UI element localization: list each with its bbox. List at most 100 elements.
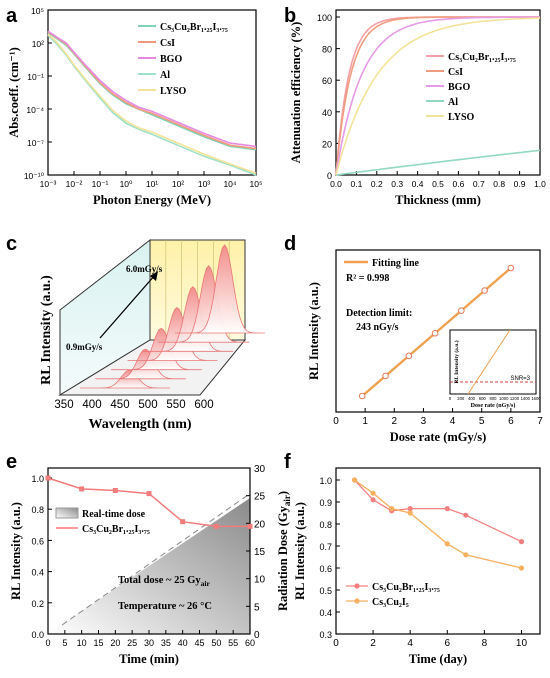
panel-b-x-tick-label: 0.0 [330, 179, 342, 189]
panel-d-inset-x-tick-label: 1600 [531, 396, 541, 401]
panel-f-data-point [389, 506, 395, 512]
panel-e-y-right-label-main: Radiation Dose (Gy [276, 505, 290, 611]
panel-letter-a: a [6, 5, 18, 27]
panel-f-y-tick-label: 0.9 [319, 498, 332, 508]
panel-d-inset-x-tick-label: 200 [457, 396, 465, 401]
panel-f-series-line [354, 479, 522, 569]
panel-d-x-tick-label: 5 [479, 416, 485, 427]
panel-c-x-tick-label: 500 [138, 399, 157, 411]
panel-d-chart: 0 1 2 3 4 5 6 7 Dose rate (mGy/s) RL Intensity (a… [307, 249, 543, 444]
panel-d-inset-x-tick-label: 1200 [510, 396, 520, 401]
panel-c-spectrum [110, 327, 202, 371]
panel-c-spectrum [142, 286, 234, 352]
panel-c-chart: 6.0mGy/s 0.9mGy/s 350 400 450 500 550 600Wavele… [39, 238, 265, 432]
panel-b-y-tick-label: 40 [322, 108, 332, 118]
panel-e-y-right-label: Radiation Dose (Gyair) [276, 491, 292, 611]
panel-a-x-tick-label: 10⁰ [120, 179, 133, 189]
panel-b-y-tick-label: 100 [317, 13, 332, 23]
panel-letter-f: f [284, 451, 291, 473]
panel-letter-d: d [284, 233, 296, 255]
panel-a-legend-label: BGO [160, 54, 182, 65]
panel-a-legend-label: LYSO [160, 86, 187, 97]
panel-a-y-tick-label: 10⁻¹⁰ [24, 171, 45, 181]
panel-e-y-right-tick-label: 10 [254, 575, 266, 586]
panel-f-data-point [463, 512, 469, 518]
panel-letter-b: b [284, 5, 296, 27]
panel-b-x-tick-label: 0.8 [493, 179, 505, 189]
panel-a-series-line [47, 34, 257, 176]
panel-b-y-tick-label: 80 [322, 45, 332, 55]
panel-d-x-tick-label: 1 [362, 416, 368, 427]
panel-f-y-tick-label: 0.3 [319, 630, 332, 640]
panel-f-y-tick-label: 0.5 [319, 586, 332, 596]
panel-b-x-tick-label: 0.1 [350, 179, 362, 189]
panel-e-y-right-tick-label: 5 [254, 602, 260, 613]
panel-e-x-tick-label: 45 [194, 638, 204, 648]
panel-e-y-tick-label: 0.4 [31, 568, 44, 578]
panel-c-y-axis-label: RL Intensity (a.u.) [39, 275, 54, 385]
panel-f-y-tick-label: 0.6 [319, 564, 332, 574]
panel-d-x-tick-label: 4 [450, 416, 456, 427]
panel-f-data-point [444, 541, 450, 547]
panel-b-legend-label: Cs₃Cu₂Br₁.₂₅I₃.₇₅ [448, 52, 516, 63]
panel-e-total-dose-sub: air [201, 579, 211, 588]
panel-d-data-point [358, 392, 366, 400]
panel-c-spectrum [175, 244, 265, 334]
panel-f-legend-label: Cs₃Cu₂I₅ [372, 597, 409, 608]
panel-f-y-tick-label: 0.7 [319, 542, 332, 552]
panel-e-y-right-tick-label: 30 [254, 464, 266, 475]
panel-b-y-tick-label: 0 [327, 171, 332, 181]
panel-letter-c: c [6, 233, 17, 255]
panel-b-legend-label: Al [448, 97, 458, 108]
panel-e-chart: 0 5 10 15 20 25 30 35 40 45 50 55 600.00.20.40.60.81… [9, 464, 292, 666]
panel-d-data-point [458, 307, 465, 314]
panel-d-inset-x-tick-label: 400 [468, 396, 476, 401]
panel-d-x-tick-label: 6 [508, 416, 514, 427]
panel-f-x-axis-label: Time (day) [409, 652, 467, 666]
panel-e-x-tick-label: 35 [161, 638, 171, 648]
panel-d-inset-x-label: Dose rate (nGy/s) [471, 402, 516, 409]
panel-e-y-tick-label: 0.0 [31, 630, 44, 640]
panel-a-x-tick-label: 10¹ [146, 179, 158, 189]
panel-a-x-tick-label: 10² [172, 179, 184, 189]
panel-e-y-right-tick-label: 20 [254, 519, 266, 530]
panel-e-x-axis-label: Time (min) [119, 652, 179, 666]
panel-a-y-tick-label: 10⁻¹ [27, 72, 44, 82]
panel-f-legend-marker [354, 583, 360, 589]
panel-c-arrow [99, 274, 156, 339]
panel-b-series-line [335, 17, 540, 176]
panel-a-x-tick-label: 10⁻³ [40, 179, 57, 189]
panel-e-x-tick-label: 5 [62, 638, 67, 648]
panel-d-inset-frame [449, 329, 537, 395]
panel-d-inset-y-label: RL Intensity (a.u.) [453, 340, 460, 383]
panel-a-x-axis-label: Photon Energy (MeV) [93, 193, 211, 207]
panel-a-x-tick-label: 10⁴ [223, 179, 236, 189]
panel-e-legend-series: Cs₃Cu₂Br₁.₂₅I₃.₇₅ [82, 524, 150, 535]
panel-b-y-axis-label: Attenuation efficiency (%) [289, 22, 303, 164]
panel-d-data-point [431, 329, 439, 337]
panel-e-x-tick-label: 60 [245, 638, 255, 648]
panel-e-x-tick-label: 0 [45, 638, 50, 648]
panel-e-y-tick-label: 0.6 [31, 536, 44, 546]
panel-e-data-point [247, 523, 253, 529]
panel-c-annotation-low: 0.9mGy/s [66, 342, 103, 352]
panel-c-x-tick-label: 400 [82, 399, 101, 411]
panel-f-data-point [407, 510, 413, 516]
panel-a-chart: 10⁻³ 10⁻² 10⁻¹ 10⁰ 10¹ 10² 10³ 10⁴ 10⁵ 10⁵ 10² 10⁻¹… [7, 6, 262, 207]
panel-e-y-right-tick-label: 15 [254, 547, 266, 558]
panel-e-temperature: Temperature ~ 26 °C [118, 601, 212, 612]
panel-c-spectrum [127, 306, 218, 361]
panel-f-x-tick-label: 6 [444, 638, 450, 649]
panel-d-detection-label: Detection limit: [346, 308, 412, 319]
panel-b-y-tick-label: 20 [322, 139, 332, 149]
panel-f-data-point [463, 552, 469, 558]
panel-e-y-right-tick-label: 25 [254, 492, 266, 503]
panel-a-legend-label: Cs₃Cu₂Br₁.₂₅I₃.₇₅ [160, 22, 228, 33]
panel-b-legend-label: BGO [448, 82, 470, 93]
panel-c-x-tick-label: 350 [54, 399, 73, 411]
panel-a-y-tick-label: 10⁻⁷ [27, 138, 44, 148]
panel-c-x-axis-label: Wavelength (nm) [88, 417, 191, 432]
panel-d-legend-label: Fitting line [372, 258, 420, 269]
panel-d-detection-value: 243 nGy/s [356, 322, 399, 333]
panel-d-inset-x-tick-label: 1400 [521, 396, 531, 401]
